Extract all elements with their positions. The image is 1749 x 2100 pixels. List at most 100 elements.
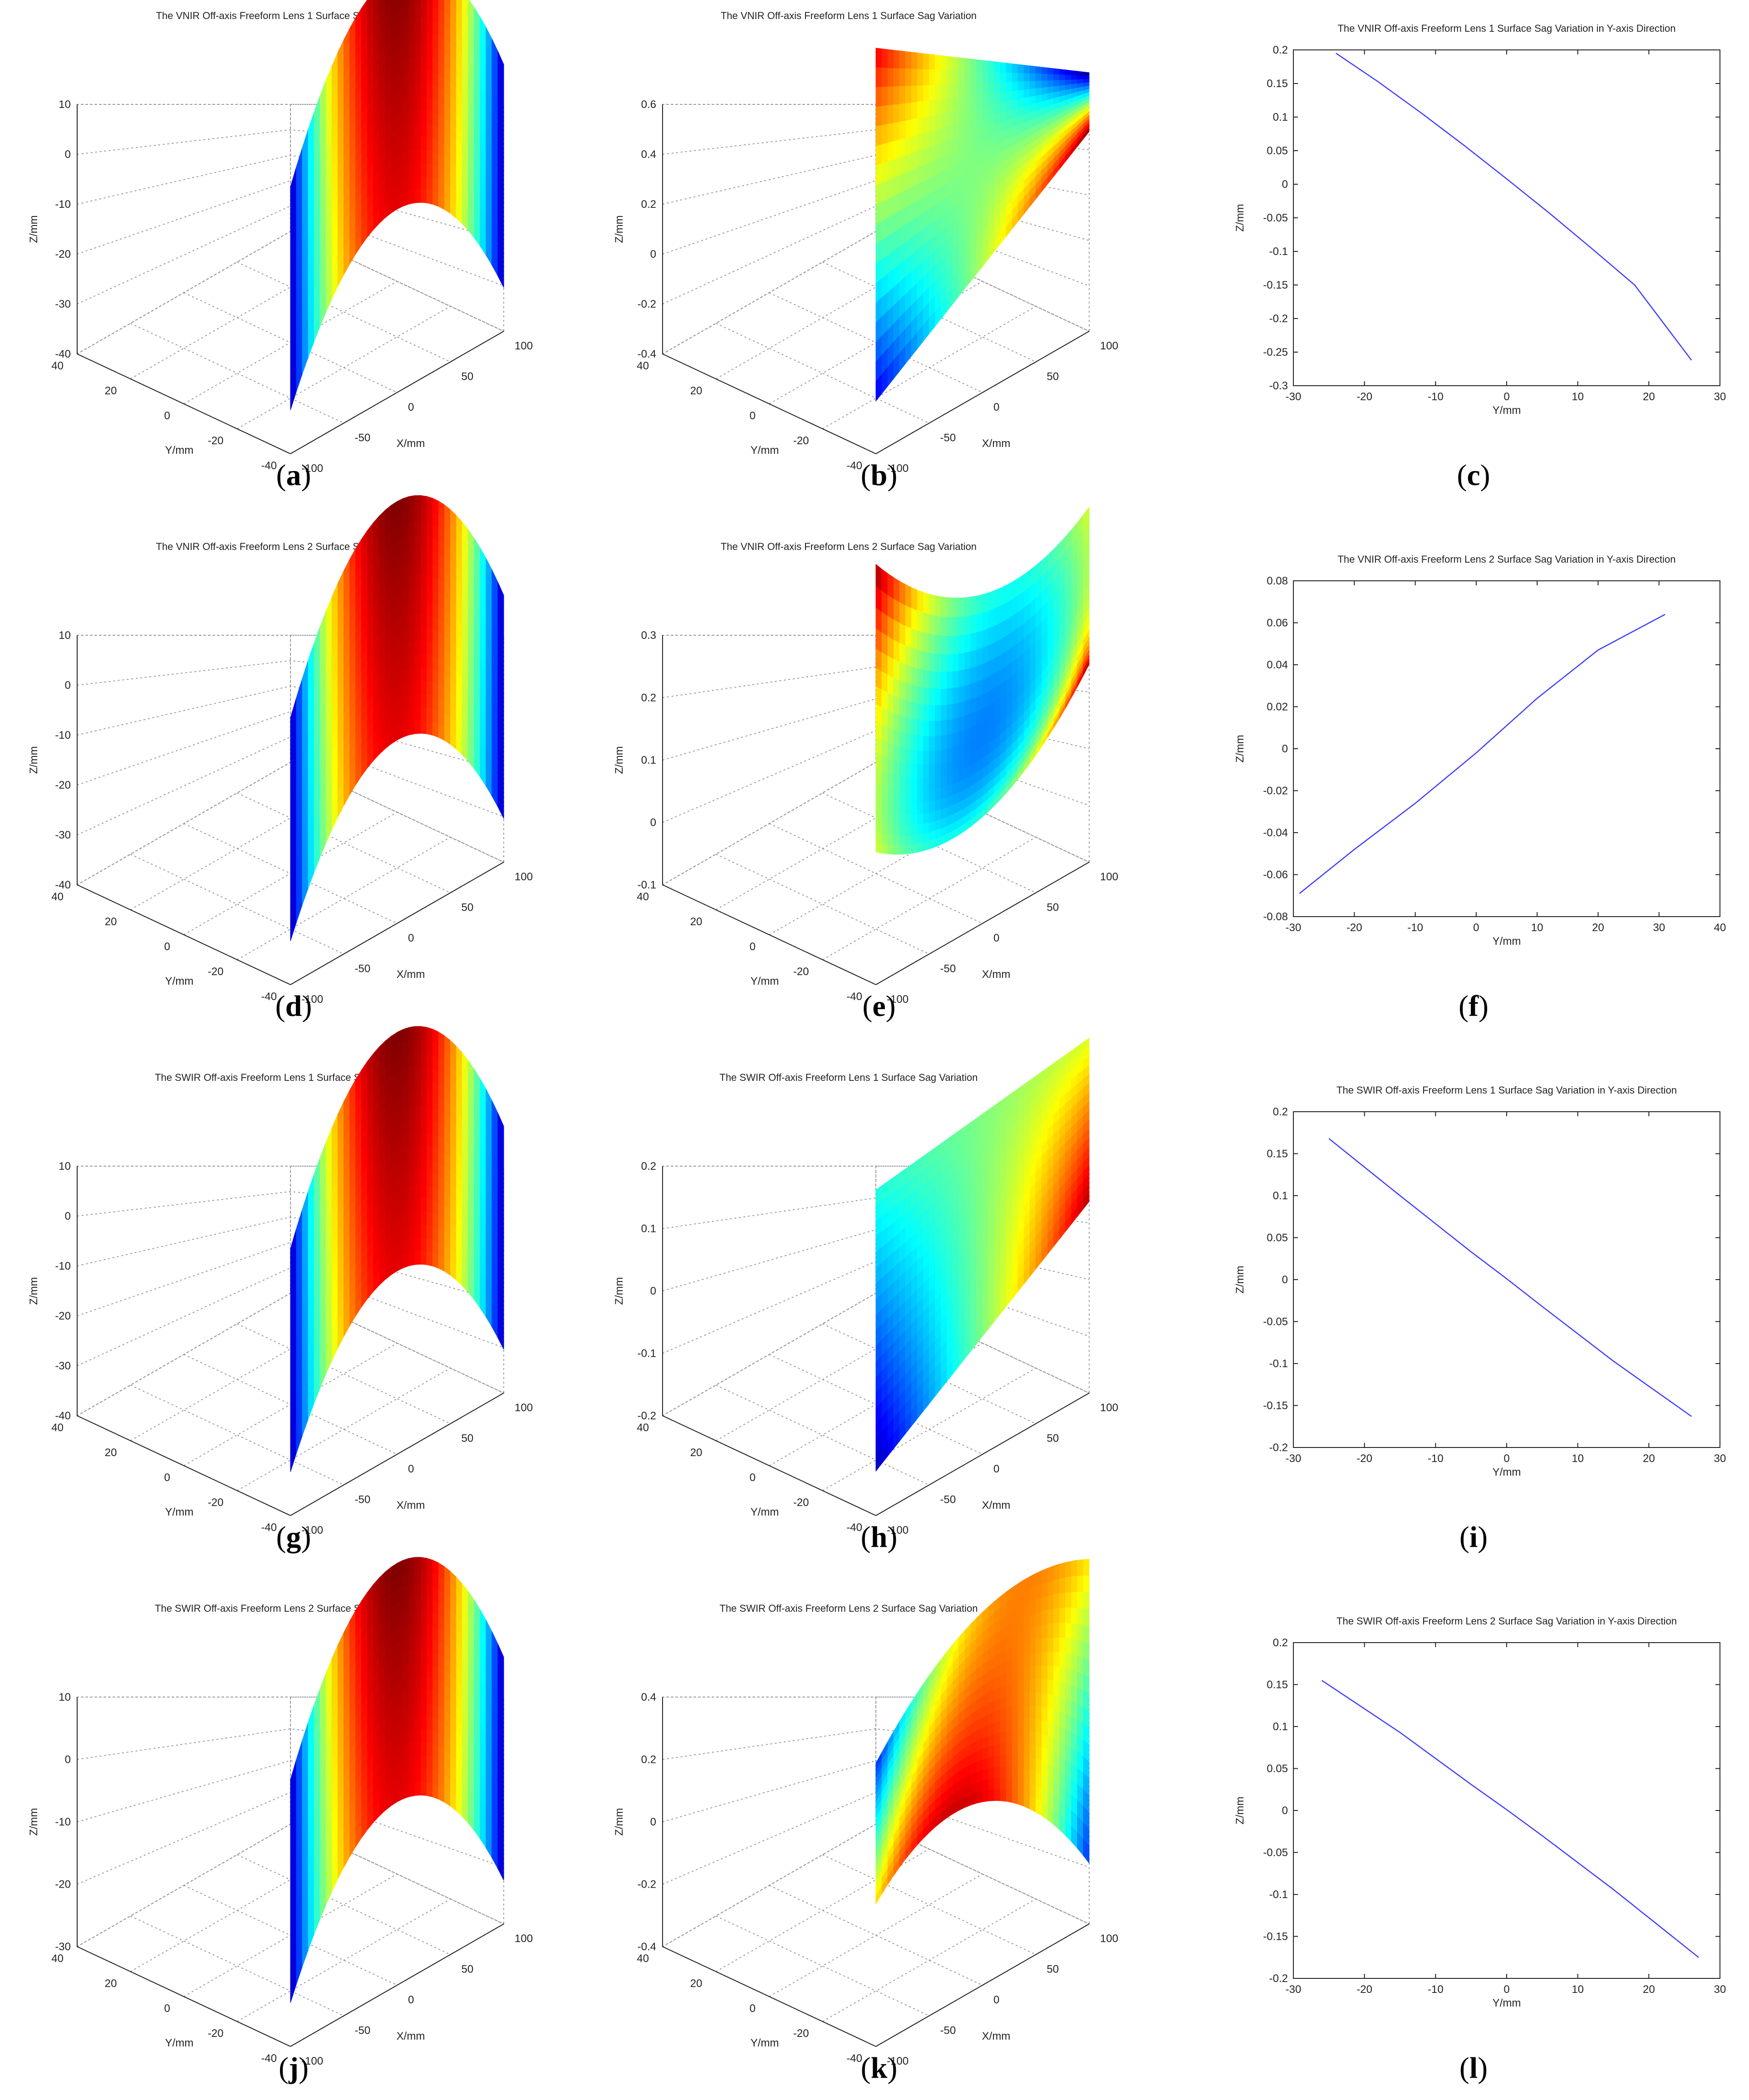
surface-patch — [887, 844, 894, 855]
surface-patch — [905, 700, 912, 719]
surface-patch — [875, 67, 882, 88]
surface-patch — [414, 601, 421, 615]
surface-patch — [403, 190, 409, 207]
surface-patch — [923, 116, 929, 134]
surface-patch — [893, 157, 900, 178]
surface-patch — [420, 1663, 427, 1678]
surface-patch — [414, 561, 421, 575]
surface-patch — [1036, 74, 1042, 82]
surface-patch — [403, 1239, 409, 1255]
surface-patch — [426, 1610, 433, 1626]
surface-patch — [1006, 63, 1012, 74]
surface-patch — [1000, 82, 1007, 93]
surface-patch — [887, 823, 894, 836]
surface-patch — [420, 640, 427, 655]
surface-patch — [426, 1079, 433, 1095]
panel-a: The VNIR Off-axis Freeform Lens 1 Surfac… — [9, 0, 578, 507]
surface-patch — [935, 595, 942, 617]
x-tick-label: 20 — [1643, 391, 1655, 403]
surface-patch — [935, 788, 942, 801]
surface-patch — [408, 561, 415, 577]
surface-patch — [1023, 73, 1030, 82]
surface-patch — [887, 692, 894, 714]
x-axis-label: X/mm — [397, 968, 425, 981]
y-axis — [77, 1946, 291, 2047]
surface-patch — [929, 115, 936, 132]
surface-patch — [935, 775, 942, 790]
surface-patch — [881, 612, 888, 637]
surface-patch — [408, 641, 415, 656]
surface-patch — [917, 69, 924, 86]
surface-patch — [403, 562, 409, 579]
surface-patch — [893, 49, 900, 69]
panel-caption: (f) — [1459, 990, 1489, 1023]
surface-patch — [432, 1691, 439, 1708]
surface-patch — [964, 96, 971, 110]
chart-title: The SWIR Off-axis Freeform Lens 2 Surfac… — [155, 1603, 372, 1614]
surface-patch — [941, 127, 948, 144]
surface-patch — [408, 83, 415, 98]
z-axis-label: Z/mm — [613, 746, 625, 774]
surface-patch — [970, 59, 977, 72]
surface-patch — [881, 784, 888, 800]
surface-patch — [905, 682, 912, 703]
surface-patch — [917, 630, 924, 652]
surface-patch — [941, 70, 948, 85]
surface-patch — [941, 786, 948, 800]
surface-patch — [923, 69, 929, 86]
surface-patch — [432, 1744, 439, 1760]
panel-caption: (h) — [860, 1521, 898, 1554]
surface-patch — [408, 588, 415, 603]
surface-patch — [917, 117, 924, 136]
z-tick-label: 0.1 — [641, 1223, 656, 1235]
surface-patch — [414, 1052, 421, 1067]
surface-patch — [923, 687, 929, 706]
surface-patch — [1083, 1192, 1090, 1210]
surface-patch — [420, 521, 427, 536]
surface-patch — [403, 1212, 409, 1229]
surface-patch — [414, 83, 421, 98]
z-tick-label: 0.3 — [641, 629, 656, 642]
surface-patch — [917, 802, 924, 815]
caption-letter: b — [870, 459, 888, 492]
surface-patch — [970, 71, 977, 84]
z-tick-label: -20 — [55, 1310, 71, 1322]
surface-patch — [982, 83, 989, 95]
surface-patch — [887, 616, 894, 641]
surface-patch — [408, 1198, 415, 1213]
surface-patch — [426, 720, 433, 736]
surface-patch — [905, 605, 912, 629]
surface-patch — [420, 4, 427, 19]
surface-patch — [408, 17, 415, 32]
surface-patch — [899, 120, 906, 140]
surface-patch — [911, 834, 918, 845]
surface-patch — [403, 1133, 409, 1149]
surface-patch — [1029, 88, 1036, 98]
surface-patch — [935, 799, 942, 812]
surface-patch — [420, 601, 427, 616]
surface-patch — [941, 98, 948, 114]
surface-patch — [403, 1770, 409, 1786]
y-tick-label: 20 — [690, 385, 703, 397]
x-tick-label: -100 — [887, 993, 909, 1006]
y-tick-label: 0 — [1282, 743, 1288, 755]
surface-patch — [929, 811, 936, 824]
y-axis — [77, 353, 291, 454]
surface-patch — [875, 753, 882, 771]
surface-patch — [497, 1325, 504, 1350]
surface-patch — [432, 656, 439, 672]
surface-patch — [414, 1557, 421, 1571]
surface-patch — [923, 812, 929, 824]
surface-patch — [420, 1702, 427, 1717]
surface-patch — [899, 761, 906, 778]
surface-patch — [432, 1226, 439, 1242]
surface-patch — [958, 96, 965, 111]
surface-patch — [958, 701, 965, 719]
surface-patch — [1029, 65, 1036, 74]
surface-patch — [1023, 64, 1030, 74]
surface-patch — [426, 31, 433, 47]
surface-patch — [408, 495, 415, 510]
surface-patch — [420, 720, 427, 734]
y-axis-label: Z/mm — [1234, 735, 1246, 762]
surface-patch — [1059, 74, 1066, 81]
